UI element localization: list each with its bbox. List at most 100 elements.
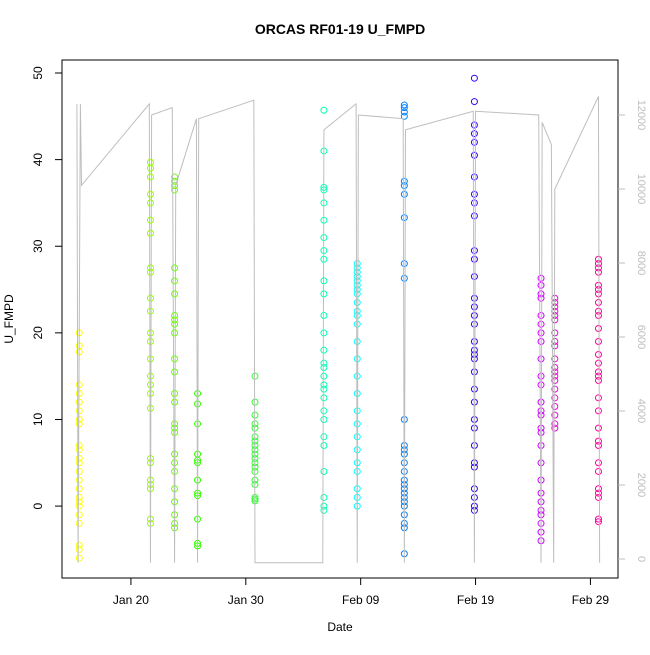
point [75, 467, 83, 475]
chart-title: ORCAS RF01-19 U_FMPD [255, 21, 425, 37]
point [470, 74, 478, 82]
point [551, 411, 559, 419]
point [75, 511, 83, 519]
point [171, 264, 179, 272]
point [353, 320, 361, 328]
x-tick-label: Jan 20 [113, 593, 149, 607]
point [320, 415, 328, 423]
y-tick-label: 40 [31, 153, 45, 167]
point [146, 190, 154, 198]
y2-tick-label: 8000 [635, 251, 647, 275]
altitude-line [76, 96, 601, 564]
point [353, 277, 361, 285]
point [537, 290, 545, 298]
point [470, 121, 478, 129]
point [594, 368, 602, 376]
point [320, 407, 328, 415]
point [551, 368, 559, 376]
point [470, 255, 478, 263]
point [75, 441, 83, 449]
point [400, 177, 408, 185]
point [353, 286, 361, 294]
point [594, 359, 602, 367]
point [353, 273, 361, 281]
point [400, 190, 408, 198]
point [594, 437, 602, 445]
point [594, 394, 602, 402]
point [353, 264, 361, 272]
x-tick-label: Feb 09 [342, 593, 380, 607]
point [353, 281, 361, 289]
point [594, 299, 602, 307]
point [320, 329, 328, 337]
point [551, 394, 559, 402]
point [171, 389, 179, 397]
point [353, 290, 361, 298]
point [171, 316, 179, 324]
point [353, 299, 361, 307]
point [353, 268, 361, 276]
point [171, 355, 179, 363]
point [75, 545, 83, 553]
point [75, 493, 83, 501]
point [353, 355, 361, 363]
point [594, 467, 602, 475]
point [551, 372, 559, 380]
point [470, 312, 478, 320]
point [537, 355, 545, 363]
y2-tick-label: 6000 [635, 325, 647, 349]
point [594, 493, 602, 501]
point [594, 485, 602, 493]
point [171, 290, 179, 298]
point [75, 485, 83, 493]
point [320, 506, 328, 514]
point [146, 264, 154, 272]
point [551, 355, 559, 363]
point [537, 281, 545, 289]
y-axis-label: U_FMPD [2, 294, 16, 344]
point [320, 385, 328, 393]
point [353, 307, 361, 315]
point [400, 101, 408, 109]
point [470, 190, 478, 198]
point [537, 320, 545, 328]
point [537, 329, 545, 337]
y2-tick-label: 0 [635, 556, 647, 562]
point [470, 212, 478, 220]
point [470, 130, 478, 138]
point [146, 329, 154, 337]
point [320, 394, 328, 402]
x-tick-label: Jan 30 [228, 593, 264, 607]
point [146, 229, 154, 237]
point [594, 489, 602, 497]
point [146, 355, 154, 363]
point [470, 151, 478, 159]
point [146, 307, 154, 315]
point [171, 182, 179, 190]
point [537, 312, 545, 320]
point [171, 320, 179, 328]
point [537, 274, 545, 282]
point [75, 446, 83, 454]
point [400, 260, 408, 268]
point [400, 108, 408, 116]
point [400, 112, 408, 120]
point [551, 385, 559, 393]
y-tick-label: 10 [31, 412, 45, 426]
point [470, 199, 478, 207]
point [171, 312, 179, 320]
point [594, 518, 602, 526]
point [551, 424, 559, 432]
point [594, 372, 602, 380]
y2-tick-label: 2000 [635, 473, 647, 497]
point [594, 515, 602, 523]
point [320, 493, 328, 501]
y2-tick-label: 12000 [635, 100, 647, 131]
point [75, 476, 83, 484]
point [470, 320, 478, 328]
point [75, 459, 83, 467]
point [594, 338, 602, 346]
point [551, 377, 559, 385]
point [537, 338, 545, 346]
